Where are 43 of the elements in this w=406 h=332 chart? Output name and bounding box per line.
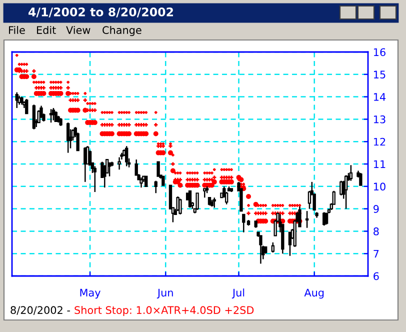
x-tick-label: Jul: [232, 288, 244, 298]
candlestick: [242, 214, 246, 233]
candlestick: [305, 210, 309, 228]
y-tick-label: 10: [374, 182, 386, 191]
candlestick: [88, 150, 92, 166]
candlestick: [108, 162, 112, 177]
y-tick-label: 6: [374, 272, 379, 280]
y-tick-label: 12: [374, 138, 386, 146]
text: 8/20/2002 -: [10, 306, 70, 315]
text: Edit: [37, 26, 56, 34]
candlestick: [93, 166, 96, 193]
candlestick: [259, 235, 262, 264]
candlestick: [134, 158, 138, 176]
candlestick: [212, 196, 216, 208]
y-tick-label: 16: [374, 48, 386, 56]
candlestick: [154, 180, 158, 194]
y-tick-label: 7: [374, 250, 379, 258]
candlestick: [52, 107, 56, 121]
candlestick: [188, 190, 192, 208]
candlestick: [118, 156, 121, 170]
candlestick: [324, 212, 328, 226]
y-tick-label: 11: [374, 160, 386, 168]
text: File: [9, 26, 25, 34]
y-tick-label: 15: [374, 70, 386, 79]
candlestick: [359, 172, 362, 186]
y-tick-label: 9: [374, 205, 379, 213]
text: View: [66, 26, 90, 34]
candlestick: [49, 108, 53, 124]
candlestick: [66, 122, 70, 154]
y-tick-label: 8: [374, 227, 379, 236]
text: Change: [102, 26, 142, 36]
chart-title: 4/1/2002 to 8/20/2002: [28, 7, 173, 18]
candlestick: [344, 174, 348, 210]
text: Short Stop: 1.0×ATR+4.0SD +2SD: [74, 306, 254, 316]
y-tick-label: 13: [374, 115, 386, 124]
candlestick: [156, 161, 160, 177]
x-tick-label: May: [80, 288, 100, 299]
x-tick-label: Aug: [304, 288, 324, 299]
y-tick-label: 14: [374, 93, 386, 101]
candlestick: [271, 242, 274, 254]
candlestick: [349, 164, 353, 182]
x-tick-label: Jun: [156, 288, 173, 298]
candlestick: [40, 105, 43, 119]
